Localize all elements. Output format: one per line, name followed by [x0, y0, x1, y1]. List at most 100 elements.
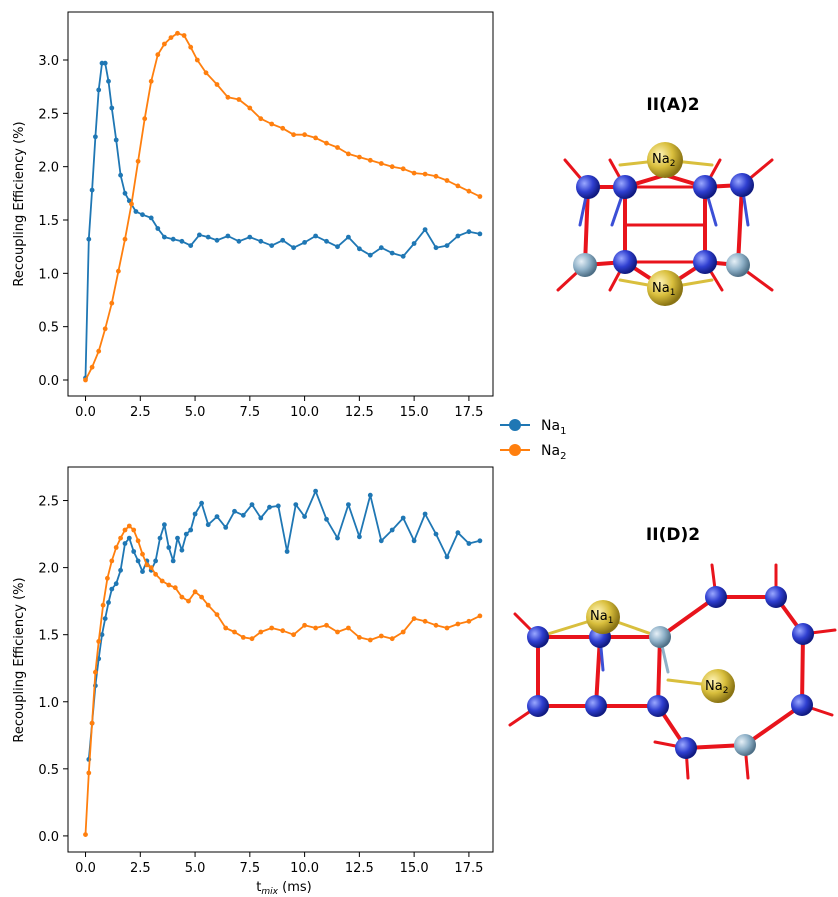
data-point-na2 — [203, 70, 209, 76]
structure-d-label-na2: Na2 — [705, 679, 728, 696]
data-point-na2 — [113, 545, 119, 550]
data-point-na2 — [302, 132, 307, 138]
data-point-na1 — [133, 209, 139, 214]
xlabel-unit: (ms) — [278, 880, 312, 895]
data-point-na1 — [192, 511, 198, 517]
data-point-na1 — [153, 558, 159, 564]
series-line-na1 — [87, 490, 481, 760]
data-point-na2 — [378, 633, 384, 639]
data-point-na2 — [466, 188, 472, 194]
data-point-na2 — [83, 832, 88, 837]
data-point-na1 — [155, 226, 161, 231]
data-point-na2 — [302, 622, 307, 628]
si-atom — [792, 623, 814, 645]
data-point-na2 — [367, 637, 373, 643]
data-point-na1 — [223, 525, 229, 530]
data-point-na1 — [205, 522, 211, 528]
data-point-na1 — [175, 535, 180, 541]
data-point-na1 — [258, 238, 264, 244]
data-point-na1 — [109, 105, 115, 111]
data-point-na2 — [411, 170, 417, 176]
data-point-na1 — [378, 245, 384, 251]
data-point-na2 — [118, 535, 123, 541]
data-point-na1 — [93, 134, 98, 140]
data-point-na1 — [199, 500, 205, 506]
data-point-na1 — [313, 488, 318, 494]
si-atom — [693, 250, 717, 274]
data-point-na2 — [324, 622, 329, 628]
data-point-na1 — [357, 534, 362, 540]
si-atom — [693, 175, 717, 199]
data-point-na1 — [131, 549, 137, 554]
si-atom — [765, 586, 787, 608]
data-point-na1 — [113, 137, 119, 143]
data-point-na1 — [170, 236, 176, 242]
ylabel-bottom: Recoupling Efficiency (%) — [12, 577, 27, 742]
data-point-na1 — [400, 253, 406, 259]
data-point-na2 — [142, 116, 148, 122]
data-point-na2 — [223, 625, 229, 631]
data-point-na1 — [433, 245, 439, 251]
data-point-na2 — [192, 589, 198, 595]
data-point-na1 — [166, 545, 172, 550]
svg-text:Na2: Na2 — [541, 443, 566, 462]
x-tick-label: 12.5 — [345, 861, 374, 876]
data-point-na2 — [249, 636, 255, 642]
data-point-na2 — [129, 201, 134, 207]
al-atom — [726, 253, 750, 277]
data-point-na2 — [466, 618, 472, 624]
si-atom — [613, 175, 637, 199]
x-tick-label: 0.0 — [75, 861, 96, 876]
data-point-na2 — [162, 41, 167, 47]
x-tick-label: 17.5 — [454, 861, 483, 876]
data-point-na1 — [122, 190, 128, 196]
data-point-na2 — [214, 82, 220, 87]
si-atom — [576, 175, 600, 199]
data-point-na1 — [148, 215, 154, 221]
si-atom — [585, 695, 607, 717]
data-point-na1 — [422, 511, 428, 517]
si-atom — [647, 695, 669, 717]
xlabel-t: t — [256, 880, 261, 895]
al-atom — [649, 626, 671, 648]
data-point-na1 — [346, 234, 351, 240]
data-point-na2 — [240, 635, 246, 640]
x-tick-label: 0.0 — [75, 405, 96, 420]
data-point-na1 — [225, 233, 231, 239]
data-point-na1 — [346, 502, 351, 507]
x-tick-label: 5.0 — [185, 861, 206, 876]
si-atom — [730, 173, 754, 197]
data-point-na1 — [291, 245, 296, 251]
data-point-na2 — [168, 35, 174, 40]
legend-sub-na1: 1 — [560, 426, 566, 437]
data-point-na1 — [162, 234, 167, 240]
data-point-na1 — [197, 232, 202, 238]
data-point-na2 — [86, 770, 92, 776]
data-point-na2 — [389, 636, 395, 642]
data-point-na1 — [240, 512, 246, 518]
data-point-na1 — [477, 538, 483, 544]
data-point-na2 — [433, 622, 439, 628]
data-point-na1 — [422, 227, 428, 233]
data-point-na1 — [188, 243, 194, 249]
data-point-na1 — [183, 531, 189, 537]
plot-frame-bottom — [67, 466, 494, 853]
data-point-na1 — [249, 502, 255, 507]
na-atom — [647, 270, 683, 306]
data-point-na2 — [205, 602, 211, 608]
data-point-na2 — [188, 44, 194, 50]
series-line-na2 — [84, 525, 481, 835]
data-point-na2 — [175, 30, 180, 36]
data-point-na1 — [179, 238, 185, 244]
data-point-na1 — [466, 229, 472, 235]
data-point-na2 — [411, 616, 417, 621]
data-point-na2 — [477, 613, 483, 619]
data-point-na2 — [109, 558, 115, 564]
data-point-na2 — [313, 625, 318, 631]
data-point-na1 — [455, 530, 461, 536]
data-point-na1 — [232, 508, 237, 514]
data-point-na1 — [389, 527, 395, 533]
data-point-na1 — [313, 233, 318, 239]
data-point-na1 — [118, 172, 123, 178]
y-tick-label: 1.0 — [38, 696, 59, 711]
